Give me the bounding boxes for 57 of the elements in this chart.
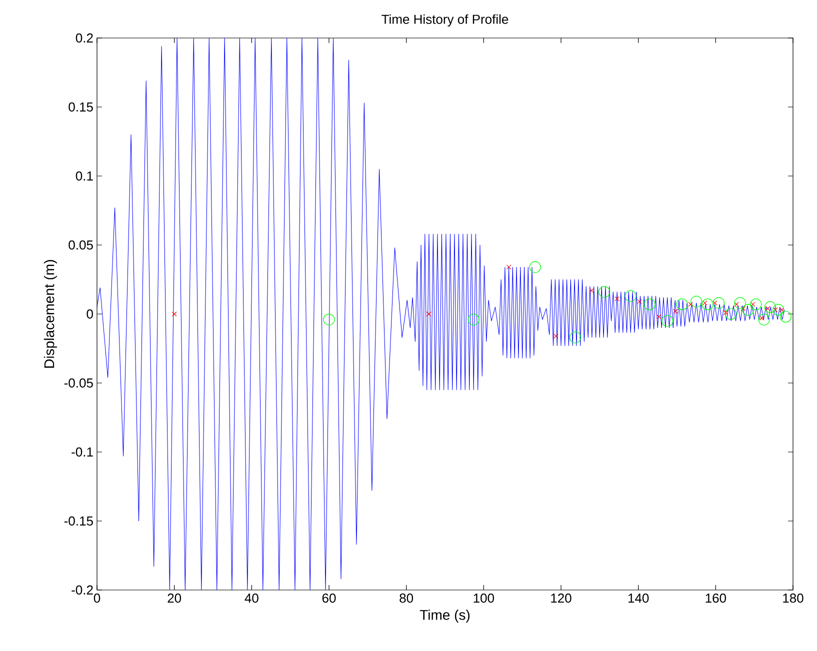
point	[742, 304, 754, 316]
point	[614, 296, 620, 302]
y-tick-label: 0.1	[76, 171, 93, 181]
point	[712, 297, 725, 309]
x-tick-label: 80	[400, 594, 414, 603]
point	[740, 306, 746, 311]
point	[676, 298, 688, 310]
point	[734, 302, 739, 307]
point	[734, 297, 746, 309]
y-tick-label: 0.2	[76, 33, 93, 43]
x-axis-title: Time (s)	[420, 610, 470, 623]
point	[723, 310, 728, 316]
y-axis-title: Displacement (m)	[44, 260, 57, 368]
point	[688, 302, 693, 307]
point	[426, 312, 432, 316]
point	[750, 302, 756, 307]
point	[758, 314, 770, 326]
point	[529, 261, 541, 273]
x-tick-label: 180	[783, 594, 804, 603]
point	[644, 298, 656, 310]
point	[506, 264, 512, 270]
line-series	[97, 38, 785, 590]
x-tick-label: 100	[474, 594, 494, 603]
point	[624, 290, 636, 302]
point	[764, 301, 776, 313]
point	[637, 299, 642, 304]
y-tick-label: -0.05	[64, 378, 93, 388]
x-tick-label: 120	[551, 594, 572, 603]
x-tick-label: 0	[94, 594, 100, 603]
point	[598, 286, 610, 298]
x-tick-label: 60	[322, 594, 336, 603]
point	[172, 312, 177, 316]
point	[468, 314, 480, 326]
chart-title: Time History of Profile	[382, 14, 508, 26]
point	[690, 296, 702, 308]
point	[656, 314, 662, 320]
x-tick-label: 40	[244, 594, 258, 603]
point	[780, 310, 792, 323]
point	[554, 334, 558, 338]
y-tick-label: -0.15	[64, 516, 93, 526]
y-tick-label: -0.2	[72, 585, 93, 595]
x-tick-label: 20	[168, 594, 182, 603]
point	[570, 332, 582, 344]
point	[673, 308, 678, 314]
x-tick-label: 140	[628, 594, 649, 603]
y-tick-label: 0	[86, 309, 93, 319]
point	[662, 315, 674, 327]
y-tick-label: 0.05	[68, 240, 93, 250]
y-tick-label: 0.15	[68, 102, 93, 112]
point	[772, 304, 784, 316]
point	[702, 298, 714, 310]
point	[724, 308, 737, 320]
point	[750, 298, 762, 310]
point	[323, 314, 335, 326]
x-tick-label: 160	[706, 594, 726, 603]
y-tick-label: -0.1	[72, 447, 93, 457]
point	[589, 288, 594, 293]
